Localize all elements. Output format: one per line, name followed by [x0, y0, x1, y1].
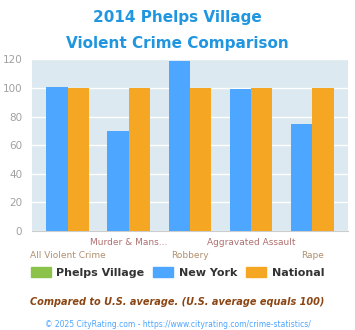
Bar: [68, 88, 89, 231]
Text: Robbery: Robbery: [171, 251, 209, 260]
Bar: [129, 88, 150, 231]
Bar: [230, 89, 251, 231]
Legend: Phelps Village, New York, National: Phelps Village, New York, National: [26, 263, 329, 282]
Text: © 2025 CityRating.com - https://www.cityrating.com/crime-statistics/: © 2025 CityRating.com - https://www.city…: [45, 320, 310, 329]
Text: Aggravated Assault: Aggravated Assault: [207, 238, 295, 247]
Bar: [46, 86, 68, 231]
Bar: [169, 61, 190, 231]
Bar: [108, 131, 129, 231]
Bar: [312, 88, 334, 231]
Text: Violent Crime Comparison: Violent Crime Comparison: [66, 36, 289, 51]
Bar: [190, 88, 211, 231]
Text: Rape: Rape: [301, 251, 324, 260]
Text: All Violent Crime: All Violent Crime: [30, 251, 105, 260]
Bar: [291, 124, 312, 231]
Text: Compared to U.S. average. (U.S. average equals 100): Compared to U.S. average. (U.S. average …: [30, 297, 325, 307]
Bar: [251, 88, 272, 231]
Text: 2014 Phelps Village: 2014 Phelps Village: [93, 10, 262, 25]
Text: Murder & Mans...: Murder & Mans...: [90, 238, 168, 247]
